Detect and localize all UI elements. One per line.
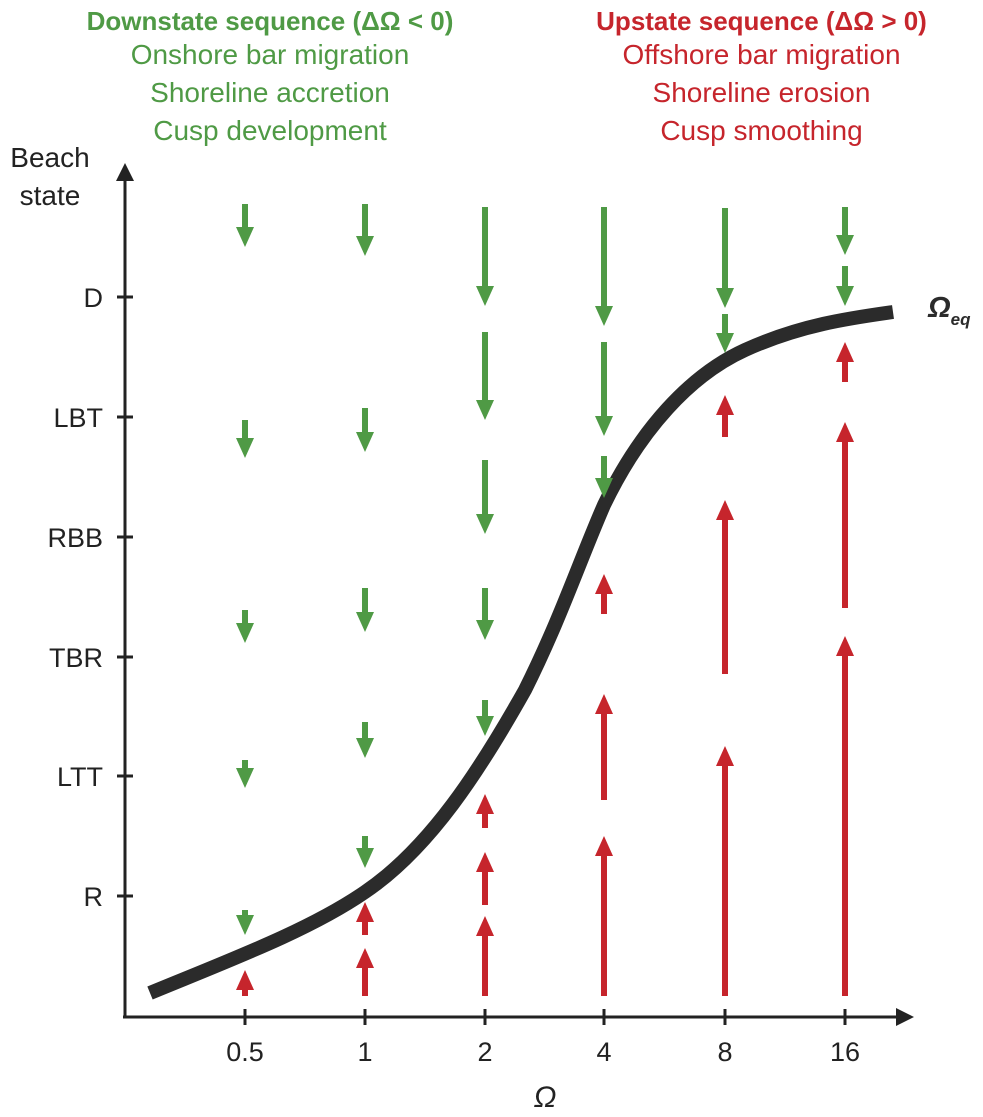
upstate-header: Upstate sequence (ΔΩ > 0) Offshore bar m… bbox=[540, 6, 983, 150]
curve-label-main: Ω bbox=[927, 292, 951, 324]
downstate-arrow bbox=[356, 836, 374, 868]
downstate-arrow bbox=[476, 332, 494, 420]
downstate-line-2: Shoreline accretion bbox=[150, 77, 390, 108]
upstate-arrow bbox=[716, 395, 734, 437]
downstate-arrow bbox=[476, 588, 494, 640]
upstate-arrow bbox=[716, 500, 734, 674]
upstate-line-1: Offshore bar migration bbox=[622, 39, 901, 70]
downstate-line-1: Onshore bar migration bbox=[130, 39, 410, 70]
downstate-arrow bbox=[476, 460, 494, 534]
downstate-arrow bbox=[356, 204, 374, 256]
upstate-arrow bbox=[836, 342, 854, 382]
downstate-arrow bbox=[356, 722, 374, 758]
x-tick-label-8: 8 bbox=[717, 1037, 732, 1067]
downstate-line-3: Cusp development bbox=[153, 115, 387, 146]
downstate-arrow bbox=[356, 408, 374, 452]
y-tick-tbr: TBR bbox=[49, 643, 133, 673]
upstate-line-3: Cusp smoothing bbox=[660, 115, 863, 146]
upstate-arrow bbox=[595, 836, 613, 996]
y-tick-label-rbb: RBB bbox=[47, 523, 103, 553]
downstate-arrow bbox=[356, 588, 374, 632]
downstate-arrow bbox=[236, 760, 254, 788]
upstate-arrow bbox=[716, 746, 734, 996]
upstate-arrow bbox=[595, 694, 613, 800]
x-tick-label-2: 2 bbox=[477, 1037, 492, 1067]
x-tick-16: 16 bbox=[830, 1009, 860, 1067]
equilibrium-curve bbox=[147, 305, 894, 1000]
upstate-arrow bbox=[356, 948, 374, 996]
y-axis-label-line-1: Beach bbox=[10, 142, 89, 173]
y-tick-label-ltt: LTT bbox=[57, 762, 103, 792]
upstate-arrow bbox=[476, 852, 494, 905]
upstate-arrow bbox=[836, 636, 854, 996]
x-tick-4: 4 bbox=[596, 1009, 612, 1067]
downstate-arrow bbox=[836, 266, 854, 306]
y-tick-ltt: LTT bbox=[57, 762, 133, 792]
x-tick-0-5: 0.5 bbox=[226, 1009, 264, 1067]
x-tick-2: 2 bbox=[477, 1009, 493, 1067]
x-axis-label: Ω bbox=[534, 1081, 557, 1114]
curve-label: Ωeq bbox=[927, 292, 971, 329]
y-tick-label-lbt: LBT bbox=[53, 403, 103, 433]
upstate-arrow bbox=[356, 902, 374, 935]
y-tick-label-r: R bbox=[84, 882, 104, 912]
downstate-arrow bbox=[476, 700, 494, 736]
downstate-arrow bbox=[836, 207, 854, 255]
downstate-header: Downstate sequence (ΔΩ < 0) Onshore bar … bbox=[0, 6, 540, 150]
y-tick-lbt: LBT bbox=[53, 403, 133, 433]
downstate-title: Downstate sequence (ΔΩ < 0) bbox=[86, 6, 454, 36]
downstate-arrow bbox=[236, 420, 254, 458]
downstate-arrow bbox=[236, 204, 254, 247]
upstate-arrow bbox=[236, 970, 254, 996]
upstate-arrow bbox=[836, 422, 854, 608]
x-tick-label-16: 16 bbox=[830, 1037, 860, 1067]
arrow-layer bbox=[236, 204, 854, 996]
downstate-arrow bbox=[236, 610, 254, 643]
upstate-title: Upstate sequence (ΔΩ > 0) bbox=[596, 6, 927, 36]
upstate-arrow bbox=[476, 794, 494, 828]
y-tick-label-d: D bbox=[84, 283, 104, 313]
x-tick-label-0-5: 0.5 bbox=[226, 1037, 264, 1067]
downstate-arrow bbox=[595, 342, 613, 436]
downstate-arrow bbox=[476, 207, 494, 306]
curve-label-subscript: eq bbox=[951, 310, 971, 329]
downstate-arrow bbox=[595, 456, 613, 498]
y-tick-label-tbr: TBR bbox=[49, 643, 103, 673]
y-tick-d: D bbox=[84, 283, 133, 313]
y-tick-r: R bbox=[84, 882, 133, 912]
x-tick-1: 1 bbox=[357, 1009, 373, 1067]
downstate-arrow bbox=[716, 208, 734, 308]
upstate-line-2: Shoreline erosion bbox=[652, 77, 871, 108]
x-tick-label-1: 1 bbox=[357, 1037, 372, 1067]
upstate-arrow bbox=[595, 574, 613, 614]
y-tick-rbb: RBB bbox=[47, 523, 133, 553]
y-axis-label-line-2: state bbox=[20, 180, 81, 211]
upstate-arrow bbox=[476, 916, 494, 996]
x-tick-label-4: 4 bbox=[596, 1037, 611, 1067]
downstate-arrow bbox=[595, 207, 613, 326]
downstate-arrow bbox=[236, 910, 254, 935]
downstate-arrow bbox=[716, 314, 734, 353]
x-tick-8: 8 bbox=[717, 1009, 733, 1067]
